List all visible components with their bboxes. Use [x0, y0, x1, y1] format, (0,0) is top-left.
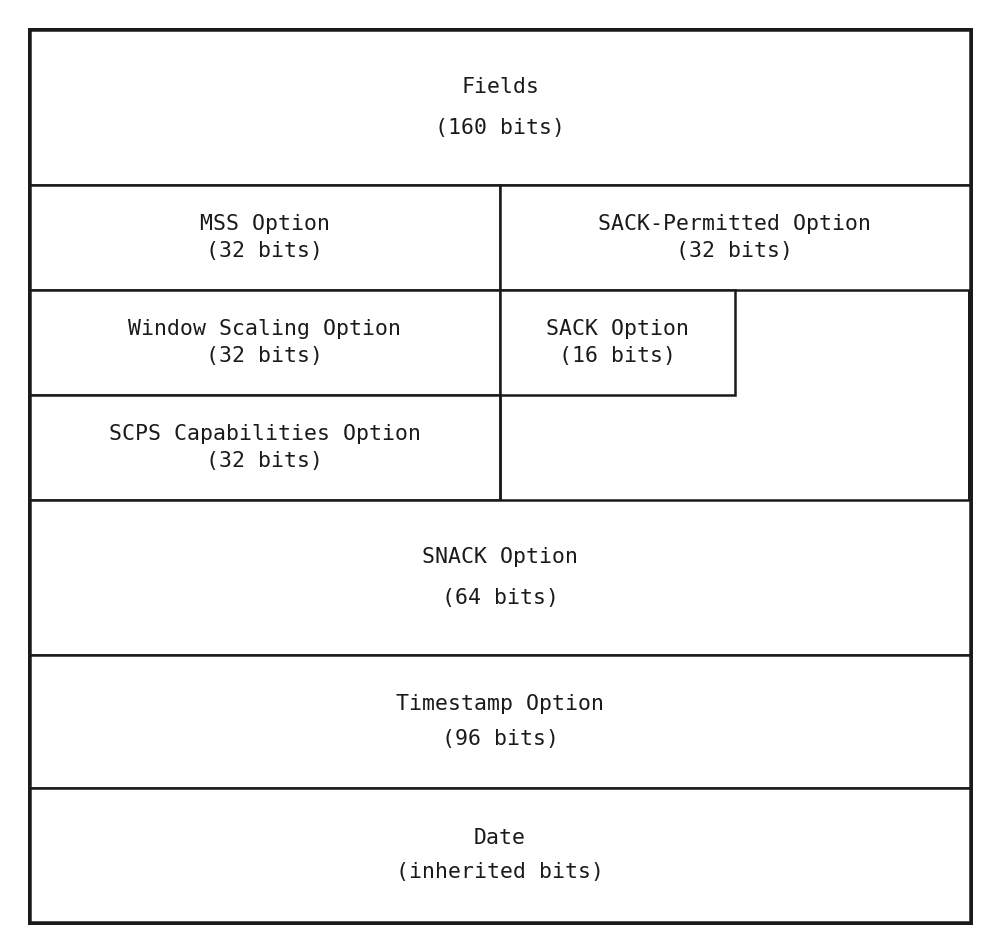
Text: (32 bits): (32 bits): [676, 241, 794, 261]
Text: SNACK Option: SNACK Option: [422, 547, 578, 567]
Bar: [30, 655, 970, 788]
Bar: [500, 185, 970, 290]
Bar: [30, 395, 500, 500]
Text: SCPS Capabilities Option: SCPS Capabilities Option: [109, 424, 421, 444]
Bar: [30, 500, 970, 655]
Text: Timestamp Option: Timestamp Option: [396, 694, 604, 714]
Text: (64 bits): (64 bits): [442, 587, 558, 607]
Text: (32 bits): (32 bits): [207, 241, 324, 261]
Bar: [30, 788, 970, 922]
Text: (32 bits): (32 bits): [207, 347, 324, 367]
Text: MSS Option: MSS Option: [200, 214, 330, 234]
Bar: [500, 290, 735, 395]
Text: (inherited bits): (inherited bits): [396, 863, 604, 883]
Text: (16 bits): (16 bits): [559, 347, 676, 367]
Text: (160 bits): (160 bits): [435, 118, 565, 138]
Text: Fields: Fields: [461, 77, 539, 97]
Bar: [30, 290, 500, 395]
Text: SACK Option: SACK Option: [546, 319, 689, 339]
Text: (32 bits): (32 bits): [207, 451, 324, 471]
Text: SACK-Permitted Option: SACK-Permitted Option: [598, 214, 872, 234]
Text: Window Scaling Option: Window Scaling Option: [128, 319, 402, 339]
Bar: [30, 30, 970, 185]
Text: Date: Date: [474, 827, 526, 847]
Bar: [30, 185, 500, 290]
Text: (96 bits): (96 bits): [442, 729, 558, 749]
